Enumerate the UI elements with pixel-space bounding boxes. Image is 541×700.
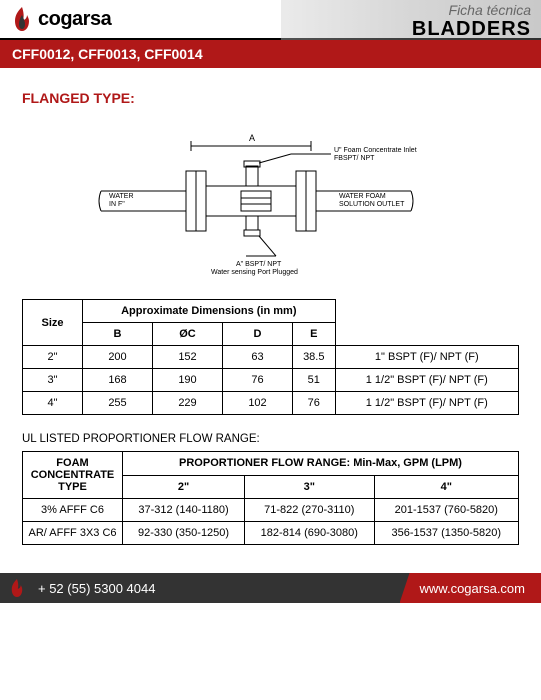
ficha-label: Ficha técnica: [412, 2, 531, 18]
section-flanged-title: FLANGED TYPE:: [22, 90, 519, 106]
sensing-label: A" BSPT/ NPT: [236, 261, 282, 268]
dimensions-table: Size Approximate Dimensions (in mm) B ØC…: [22, 299, 519, 415]
flow-range-table: FOAM CONCENTRATE TYPE PROPORTIONER FLOW …: [22, 451, 519, 545]
inlet-label-2: FBSPT/ NPT: [334, 155, 375, 162]
page-header: cogarsa Ficha técnica BLADDERS CFF0012, …: [0, 0, 541, 72]
th-dims: Approximate Dimensions (in mm): [83, 300, 336, 323]
sensing-label-2: Water sensing Port Plugged: [211, 269, 298, 276]
logo-text: cogarsa: [38, 8, 111, 31]
logo: cogarsa: [10, 5, 111, 33]
table-row: 3" 168 190 76 51 1 1/2" BSPT (F)/ NPT (F…: [23, 369, 519, 392]
inlet-label: U" Foam Concentrate Inlet: [334, 147, 417, 154]
flanged-diagram: A U" Foam Concentrate Inlet FBSPT/ NPT W…: [22, 116, 519, 281]
footer-phone: + 52 (55) 5300 4044: [34, 581, 155, 596]
th-d: D: [223, 323, 293, 346]
th-foam-type: FOAM CONCENTRATE TYPE: [23, 452, 123, 499]
dim-a-label: A: [249, 133, 255, 143]
page-footer: + 52 (55) 5300 4044 www.cogarsa.com: [0, 573, 541, 603]
table-row: 4" 255 229 102 76 1 1/2" BSPT (F)/ NPT (…: [23, 392, 519, 415]
th-c: ØC: [153, 323, 223, 346]
water-out-label: WATER FOAM: [339, 193, 386, 200]
product-title: BLADDERS: [412, 18, 531, 41]
th-b: B: [83, 323, 153, 346]
header-right-titles: Ficha técnica BLADDERS: [412, 2, 531, 41]
water-in-label-2: IN F": [109, 201, 125, 208]
water-in-label: WATER: [109, 193, 134, 200]
th-size: Size: [23, 300, 83, 346]
th-e: E: [293, 323, 336, 346]
flow-range-label: UL LISTED PROPORTIONER FLOW RANGE:: [22, 433, 519, 445]
page-content: FLANGED TYPE:: [0, 72, 541, 573]
table-row: AR/ AFFF 3X3 C6 92-330 (350-1250) 182-81…: [23, 522, 519, 545]
footer-flame-icon: [0, 573, 34, 603]
flame-icon: [10, 5, 34, 33]
codes-bar: CFF0012, CFF0013, CFF0014: [0, 40, 541, 68]
th-range: PROPORTIONER FLOW RANGE: Min-Max, GPM (L…: [123, 452, 519, 476]
footer-url: www.cogarsa.com: [400, 573, 541, 603]
water-out-label-2: SOLUTION OUTLET: [339, 201, 405, 208]
th-3in: 3": [245, 475, 375, 499]
th-4in: 4": [374, 475, 518, 499]
table-row: 3% AFFF C6 37-312 (140-1180) 71-822 (270…: [23, 499, 519, 522]
table-row: 2" 200 152 63 38.5 1" BSPT (F)/ NPT (F): [23, 346, 519, 369]
th-2in: 2": [123, 475, 245, 499]
